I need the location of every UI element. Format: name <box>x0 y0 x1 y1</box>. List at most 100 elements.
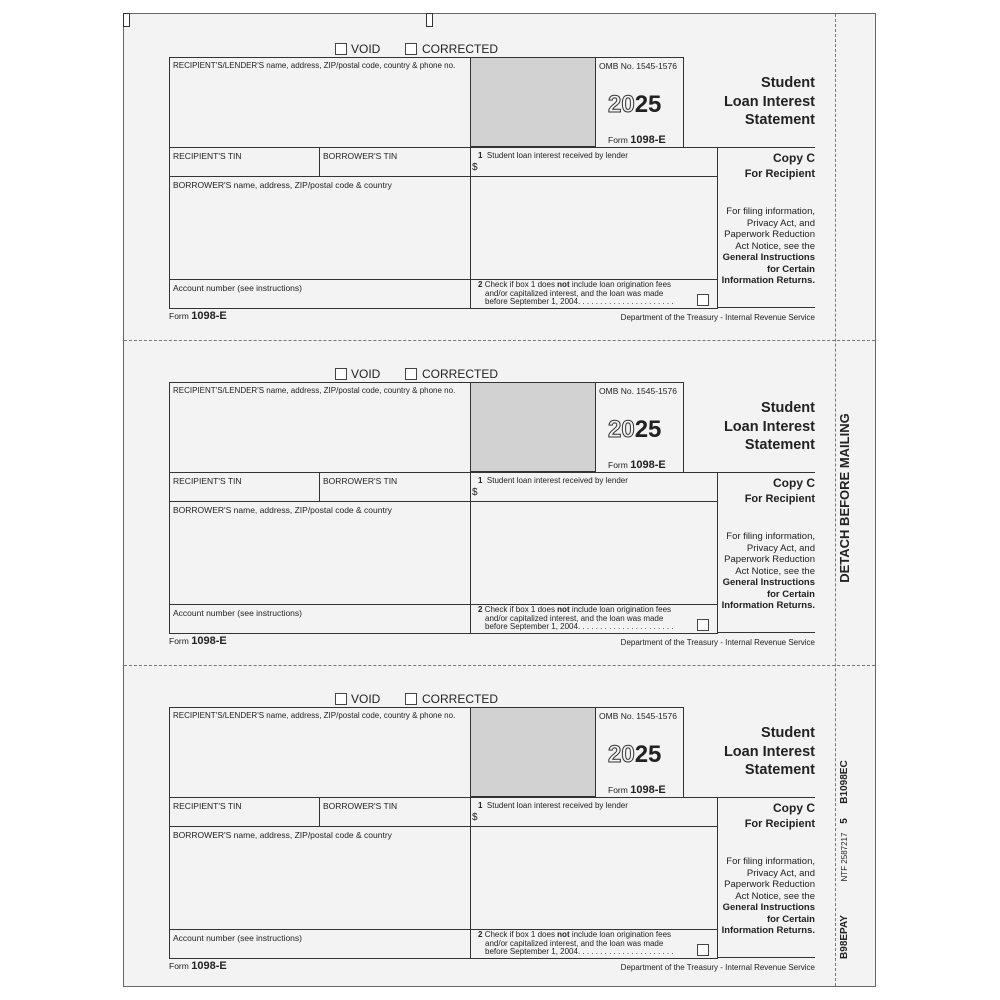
corrected-checkbox[interactable] <box>405 368 417 380</box>
void-checkbox[interactable] <box>335 43 347 55</box>
form-number: 1098-E <box>191 635 227 647</box>
box-number: 1 <box>478 801 483 810</box>
account-number-label: Account number (see instructions) <box>173 933 302 943</box>
void-checkbox[interactable] <box>335 693 347 705</box>
box1-label: 1 Student loan interest received by lend… <box>478 476 628 486</box>
form-word: Form <box>169 311 189 321</box>
year-prefix: 20 <box>608 416 636 444</box>
box-number: 2 <box>478 605 483 614</box>
corrected-label: CORRECTED <box>422 367 499 381</box>
info-line: Act Notice, see the <box>735 565 815 577</box>
shaded-area <box>470 382 596 472</box>
form-word: Form <box>169 636 189 646</box>
tax-year: 2025 <box>608 741 662 769</box>
department: Department of the Treasury - Internal Re… <box>620 638 815 647</box>
box2-text: before September 1, 2004. . . . . . . . … <box>485 297 674 306</box>
box2-text: Check if box 1 does <box>484 605 558 614</box>
corrected-checkbox[interactable] <box>405 693 417 705</box>
box2-checkbox[interactable] <box>697 944 709 956</box>
title-line: Student <box>761 400 815 416</box>
box2-text: include loan origination fees <box>569 605 672 614</box>
form-word: Form <box>608 135 628 145</box>
form-title: Student Loan Interest Statement <box>724 74 815 130</box>
info-line: for Certain <box>766 913 815 925</box>
void-checkbox[interactable] <box>335 368 347 380</box>
shaded-area <box>470 707 596 797</box>
info-line: Privacy Act, and <box>746 542 815 554</box>
divider <box>717 147 815 148</box>
corrected-label: CORRECTED <box>422 42 499 56</box>
borrower-name-label: BORROWER'S name, address, ZIP/postal cod… <box>173 830 392 840</box>
copy-label: Copy C For Recipient <box>745 800 815 832</box>
title-line: Student <box>761 75 815 91</box>
copy-c: Copy C <box>773 476 815 490</box>
filing-info: For filing information, Privacy Act, and… <box>705 206 815 287</box>
info-line: Information Returns. <box>721 600 815 611</box>
detach-before-mailing: DETACH BEFORE MAILING <box>837 413 852 583</box>
box2-text: and/or capitalized interest, and the loa… <box>485 288 664 298</box>
info-line: Act Notice, see the <box>735 890 815 902</box>
borrower-name-field[interactable] <box>169 826 471 930</box>
form-word: Form <box>608 460 628 470</box>
info-line: Act Notice, see the <box>735 240 815 252</box>
year-suffix: 25 <box>634 741 662 768</box>
borrower-tin-label: BORROWER'S TIN <box>323 151 398 161</box>
box-number: 2 <box>478 930 483 939</box>
year-suffix: 25 <box>634 416 662 443</box>
blank-area <box>470 501 718 605</box>
divider <box>717 632 815 633</box>
account-number-label: Account number (see instructions) <box>173 608 302 618</box>
dollar-sign: $ <box>472 487 478 498</box>
box1-text: Student loan interest received by lender <box>486 151 628 160</box>
form-number: 1098-E <box>630 459 666 471</box>
department: Department of the Treasury - Internal Re… <box>620 963 815 972</box>
info-line: Information Returns. <box>721 275 815 286</box>
tax-year: 2025 <box>608 416 662 444</box>
form-word: Form <box>608 785 628 795</box>
form-number: 1098-E <box>630 784 666 796</box>
for-recipient: For Recipient <box>744 818 815 830</box>
info-line: for Certain <box>766 263 815 275</box>
title-line: Statement <box>744 437 815 453</box>
box2-text: not <box>557 280 570 289</box>
form-number: 1098-E <box>191 960 227 972</box>
copy-label: Copy C For Recipient <box>745 150 815 182</box>
corrected-label: CORRECTED <box>422 692 499 706</box>
box-number: 1 <box>478 476 483 485</box>
form-code: NTF 2587217 <box>840 832 849 882</box>
box2-text: Check if box 1 does <box>484 280 558 289</box>
box1-label: 1 Student loan interest received by lend… <box>478 151 628 161</box>
corrected-checkbox[interactable] <box>405 43 417 55</box>
void-label: VOID <box>351 42 381 56</box>
borrower-name-field[interactable] <box>169 176 471 280</box>
box2-text: and/or capitalized interest, and the loa… <box>485 613 664 623</box>
box2-checkbox[interactable] <box>697 619 709 631</box>
title-line: Loan Interest <box>723 93 815 110</box>
form-word: Form <box>169 961 189 971</box>
year-prefix: 20 <box>608 741 636 769</box>
divider <box>717 307 815 308</box>
box2-text: and/or capitalized interest, and the loa… <box>485 938 664 948</box>
box2-checkbox[interactable] <box>697 294 709 306</box>
box2-label: 2 Check if box 1 does not include loan o… <box>478 605 674 632</box>
box2-field <box>470 604 718 634</box>
title-line: Student <box>761 725 815 741</box>
box2-label: 2 Check if box 1 does not include loan o… <box>478 280 674 307</box>
dollar-sign: $ <box>472 162 478 173</box>
divider <box>717 472 815 473</box>
title-line: Statement <box>744 762 815 778</box>
shaded-area <box>470 57 596 147</box>
box2-field <box>470 279 718 309</box>
borrower-name-field[interactable] <box>169 501 471 605</box>
info-line: Information Returns. <box>721 925 815 936</box>
info-line: for Certain <box>766 588 815 600</box>
tax-year: 2025 <box>608 91 662 119</box>
form-code: B1098EC <box>839 760 850 804</box>
form-1098e-copy-2: VOID CORRECTED RECIPIENT'S/LENDER'S name… <box>0 325 1000 650</box>
year-suffix: 25 <box>634 91 662 118</box>
info-line: For filing information, <box>726 531 815 542</box>
title-line: Loan Interest <box>723 418 815 435</box>
copy-c: Copy C <box>773 151 815 165</box>
form-number: 1098-E <box>630 134 666 146</box>
form-footer-id: Form 1098-E <box>169 635 227 647</box>
